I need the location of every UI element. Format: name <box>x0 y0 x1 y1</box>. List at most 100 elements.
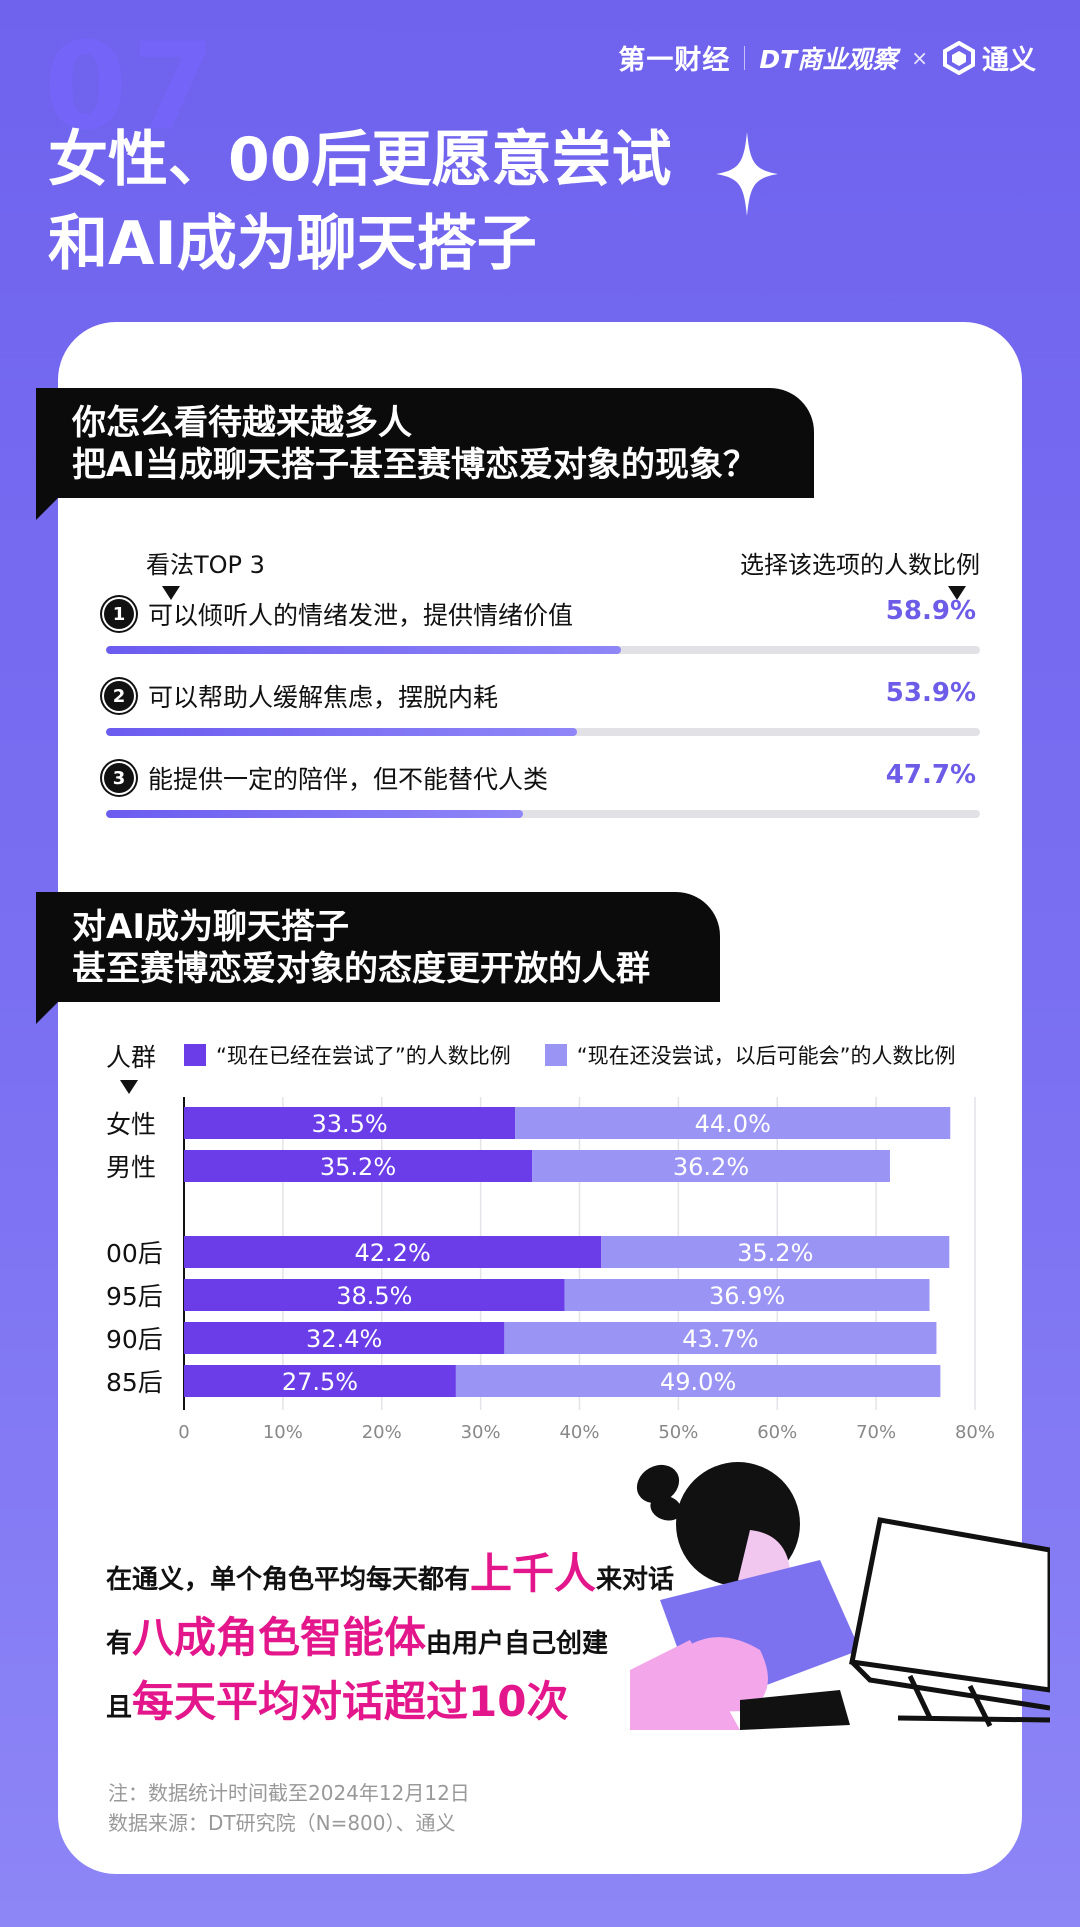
data-label: 44.0% <box>695 1110 771 1138</box>
legend-swatch-tried <box>184 1044 206 1066</box>
data-label: 43.7% <box>682 1325 758 1353</box>
logo-bar: 第一财经 DT商业观察 × 通义 <box>618 38 1036 77</box>
bar-maybe <box>532 1150 890 1182</box>
rank-number-badge: 3 <box>104 763 134 793</box>
dt-logo: DT商业观察 <box>759 44 898 74</box>
top3-item-percent: 47.7% <box>885 760 976 790</box>
page-title-line1: 女性、00后更愿意尝试 <box>48 125 672 195</box>
tongyi-logo-text: 通义 <box>982 45 1036 76</box>
x-tick-label: 10% <box>263 1422 303 1443</box>
fact-2-highlight: 八成角色智能体 <box>132 1613 427 1662</box>
fact-3-pre: 且 <box>106 1693 133 1723</box>
logo-cross: × <box>911 45 928 70</box>
top3-item-text: 可以倾听人的情绪发泄，提供情绪价值 <box>148 601 574 630</box>
sparkle-icon <box>716 132 778 216</box>
top3-down-arrow-icon <box>162 586 180 600</box>
rank-number-badge: 2 <box>104 681 134 711</box>
category-label: 女性 <box>106 1110 156 1139</box>
question-box-2: 对AI成为聊天搭子 甚至赛博恋爱对象的态度更开放的人群 <box>36 892 720 1024</box>
fact-1-post: 来对话 <box>596 1565 675 1595</box>
bar-maybe <box>564 1279 930 1311</box>
background-number: 07 <box>44 18 219 157</box>
data-label: 38.5% <box>336 1282 412 1310</box>
fact-2-post: 由用户自己创建 <box>426 1629 609 1659</box>
bar-maybe <box>504 1322 937 1354</box>
bar-maybe <box>515 1107 951 1139</box>
bar-tried <box>184 1365 456 1397</box>
group-down-arrow-icon <box>120 1080 138 1094</box>
chart-legend: “现在已经在尝试了”的人数比例 “现在还没尝试，以后可能会”的人数比例 <box>184 1040 990 1070</box>
top3-item-percent: 53.9% <box>885 678 976 708</box>
fact-1-highlight: 上千人 <box>470 1549 597 1598</box>
question-box-1: 你怎么看待越来越多人 把AI当成聊天搭子甚至赛博恋爱对象的现象？ <box>36 388 814 520</box>
pct-down-arrow-icon <box>948 586 966 600</box>
x-tick-label: 20% <box>362 1422 402 1443</box>
bar-maybe <box>601 1236 950 1268</box>
page-title: 女性、00后更愿意尝试 和AI成为聊天搭子 <box>48 118 672 286</box>
legend-item-tried: “现在已经在尝试了”的人数比例 <box>184 1040 511 1070</box>
tongyi-logo-icon <box>943 40 975 75</box>
logo-divider <box>744 45 746 70</box>
data-label: 35.2% <box>737 1239 813 1267</box>
top3-header: 看法TOP 3 <box>146 545 265 600</box>
category-label: 85后 <box>106 1368 163 1397</box>
top3-item-label: 2 可以帮助人缓解焦虑，摆脱内耗 <box>104 678 498 714</box>
legend-label-maybe: “现在还没尝试，以后可能会”的人数比例 <box>576 1044 956 1068</box>
top3-progress-track <box>106 646 980 654</box>
top3-progress-track <box>106 810 980 818</box>
bar-tried <box>184 1322 505 1354</box>
data-label: 35.2% <box>320 1153 396 1181</box>
pct-header-text: 选择该选项的人数比例 <box>740 551 980 579</box>
legend-label-tried: “现在已经在尝试了”的人数比例 <box>216 1044 511 1068</box>
person-at-computer-illustration <box>630 1462 1050 1730</box>
fact-line-2: 有 八成角色智能体 由用户自己创建 <box>106 1604 608 1665</box>
bar-maybe <box>455 1365 941 1397</box>
fact-1-pre: 在通义，单个角色平均每天都有 <box>106 1565 471 1595</box>
x-tick-label: 60% <box>757 1422 797 1443</box>
top3-item-text: 可以帮助人缓解焦虑，摆脱内耗 <box>148 683 499 712</box>
question-2-line2: 甚至赛博恋爱对象的态度更开放的人群 <box>72 949 650 989</box>
tongyi-logo: 通义 <box>942 38 1036 77</box>
footnote-date: 注：数据统计时间截至2024年12月12日 <box>108 1781 470 1805</box>
pct-header: 选择该选项的人数比例 <box>740 545 980 600</box>
bar-tried <box>184 1236 602 1268</box>
x-tick-label: 40% <box>559 1422 599 1443</box>
question-2-line1: 对AI成为聊天搭子 <box>72 907 349 947</box>
category-label: 00后 <box>106 1239 163 1268</box>
x-tick-label: 50% <box>658 1422 698 1443</box>
top3-item-label: 1 可以倾听人的情绪发泄，提供情绪价值 <box>104 596 573 632</box>
legend-swatch-maybe <box>544 1044 567 1066</box>
category-label: 90后 <box>106 1325 163 1354</box>
legend-item-maybe: “现在还没尝试，以后可能会”的人数比例 <box>544 1040 956 1070</box>
page-title-line2: 和AI成为聊天搭子 <box>48 209 537 279</box>
top3-item-text: 能提供一定的陪伴，但不能替代人类 <box>148 765 549 794</box>
data-label: 36.2% <box>673 1153 749 1181</box>
data-label: 49.0% <box>660 1368 736 1396</box>
question-1-line2: 把AI当成聊天搭子甚至赛博恋爱对象的现象？ <box>72 445 757 485</box>
top3-progress-track <box>106 728 980 736</box>
top3-progress-fill <box>106 646 621 654</box>
top3-item-percent: 58.9% <box>885 596 976 626</box>
data-label: 27.5% <box>282 1368 358 1396</box>
x-tick-label: 70% <box>856 1422 896 1443</box>
fact-line-3: 且 每天平均对话超过10次 <box>106 1668 568 1729</box>
data-label: 32.4% <box>306 1325 382 1353</box>
top3-progress-fill <box>106 728 578 736</box>
fact-3-highlight: 每天平均对话超过10次 <box>132 1677 569 1726</box>
top3-item-label: 3 能提供一定的陪伴，但不能替代人类 <box>104 760 548 796</box>
question-1-line1: 你怎么看待越来越多人 <box>72 403 412 443</box>
bar-tried <box>184 1150 533 1182</box>
rank-number-badge: 1 <box>104 599 134 629</box>
group-axis-label: 人群 <box>106 1038 156 1094</box>
x-tick-label: 80% <box>955 1422 995 1443</box>
bar-tried <box>184 1107 516 1139</box>
footnote: 注：数据统计时间截至2024年12月12日 数据来源：DT研究院（N=800）、… <box>108 1778 470 1838</box>
fact-2-pre: 有 <box>106 1629 133 1659</box>
data-label: 36.9% <box>709 1282 785 1310</box>
category-label: 95后 <box>106 1282 163 1311</box>
category-label: 男性 <box>106 1153 156 1182</box>
footnote-source: 数据来源：DT研究院（N=800）、通义 <box>108 1811 456 1835</box>
top3-header-text: 看法TOP 3 <box>146 551 265 579</box>
top3-progress-fill <box>106 810 523 818</box>
